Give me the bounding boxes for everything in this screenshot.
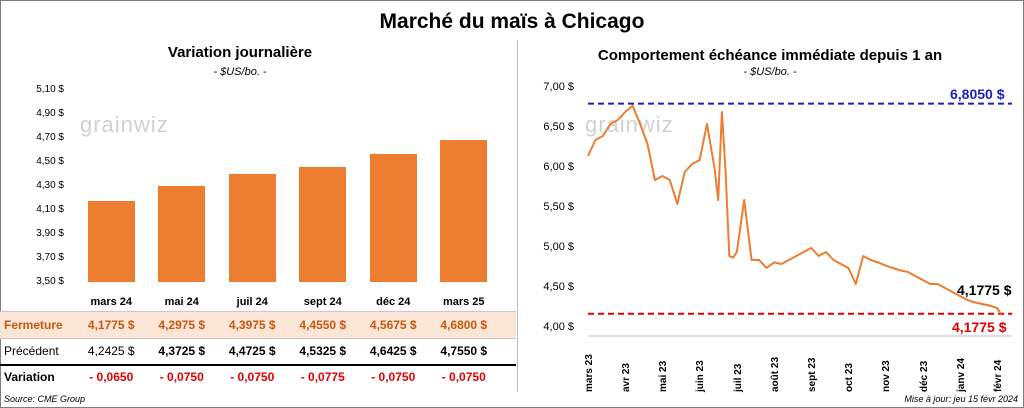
right-x-tick: nov 23 bbox=[881, 360, 893, 392]
variation-cell: - 0,0650 bbox=[89, 370, 134, 384]
right-y-tick: 6,00 $ bbox=[543, 161, 574, 173]
update-note: Mise à jour: jeu 15 févr 2024 bbox=[904, 394, 1018, 404]
precedent-label: Précédent bbox=[4, 344, 59, 358]
page-title: Marché du maïs à Chicago bbox=[379, 10, 645, 33]
left-y-tick: 4,50 $ bbox=[36, 156, 64, 167]
high-value-label: 6,8050 $ bbox=[950, 86, 1005, 102]
right-x-tick: avr 23 bbox=[621, 363, 633, 392]
table-row-fermeture: Fermeture 4,1775 $ 4,2975 $ 4,3975 $ 4,4550… bbox=[0, 311, 516, 339]
right-y-tick: 4,50 $ bbox=[543, 281, 574, 293]
right-chart-title: Comportement échéance immédiate depuis 1… bbox=[597, 47, 943, 64]
precedent-cell: 4,6425 $ bbox=[369, 344, 417, 358]
right-x-tick: juin 23 bbox=[695, 360, 707, 392]
left-y-tick: 4,90 $ bbox=[36, 108, 64, 119]
precedent-cell: 4,4725 $ bbox=[228, 344, 276, 358]
panel-divider bbox=[517, 40, 518, 392]
bar-5 bbox=[440, 140, 488, 282]
right-x-tick: déc 23 bbox=[918, 360, 930, 392]
variation-cell: - 0,0775 bbox=[300, 370, 345, 384]
right-x-tick: juil 23 bbox=[732, 363, 744, 392]
variation-cell: - 0,0750 bbox=[371, 370, 416, 384]
precedent-cell: 4,7550 $ bbox=[440, 344, 488, 358]
table-row-variation: Variation - 0,0650 - 0,0750 - 0,0750 - 0,07… bbox=[0, 364, 516, 390]
variation-label: Variation bbox=[4, 370, 55, 384]
fermeture-cell: 4,2975 $ bbox=[158, 318, 206, 332]
bar-category-label: mai 24 bbox=[164, 296, 199, 308]
right-x-tick: août 23 bbox=[769, 356, 781, 392]
low-value-label: 4,1775 $ bbox=[952, 319, 1007, 335]
bar-category-label: mars 25 bbox=[442, 296, 485, 308]
left-y-tick: 3,50 $ bbox=[36, 276, 64, 287]
right-x-tick: mai 23 bbox=[658, 360, 670, 392]
variation-cell: - 0,0750 bbox=[441, 370, 486, 384]
right-y-tick: 5,50 $ bbox=[543, 201, 574, 213]
bar-4 bbox=[369, 153, 417, 282]
right-y-tick: 4,00 $ bbox=[543, 321, 574, 333]
fermeture-label: Fermeture bbox=[4, 318, 63, 332]
right-x-tick: mars 23 bbox=[583, 354, 595, 392]
fermeture-cell: 4,6800 $ bbox=[440, 318, 488, 332]
left-y-tick: 3,90 $ bbox=[36, 228, 64, 239]
variation-cell: - 0,0750 bbox=[230, 370, 275, 384]
left-y-tick: 4,10 $ bbox=[36, 204, 64, 215]
precedent-cell: 4,3725 $ bbox=[158, 344, 206, 358]
precedent-cell: 4,2425 $ bbox=[87, 344, 135, 358]
bar-3 bbox=[299, 167, 347, 282]
watermark-left: grainwiz bbox=[80, 112, 169, 137]
fermeture-cell: 4,3975 $ bbox=[228, 318, 276, 332]
variation-cell: - 0,0750 bbox=[159, 370, 204, 384]
right-x-tick: févr 24 bbox=[992, 359, 1004, 392]
bar-category-label: déc 24 bbox=[376, 296, 411, 308]
right-y-tick: 6,50 $ bbox=[543, 121, 574, 133]
bar-category-label: mars 24 bbox=[90, 296, 133, 308]
source-note: Source: CME Group bbox=[4, 394, 86, 404]
bar-0 bbox=[87, 200, 135, 282]
right-x-tick: oct 23 bbox=[844, 363, 856, 392]
bar-1 bbox=[158, 186, 206, 282]
right-y-tick: 7,00 $ bbox=[543, 81, 574, 93]
table-row-precedent: Précédent 4,2425 $ 4,3725 $ 4,4725 $ 4,5325… bbox=[0, 338, 516, 366]
right-x-tick: janv 24 bbox=[955, 358, 967, 392]
right-x-tick: sept 23 bbox=[807, 357, 819, 392]
precedent-cell: 4,5325 $ bbox=[299, 344, 347, 358]
bar-category-label: juil 24 bbox=[236, 296, 268, 308]
left-y-tick: 3,70 $ bbox=[36, 252, 64, 263]
fermeture-cell: 4,1775 $ bbox=[87, 318, 135, 332]
last-value-label: 4,1775 $ bbox=[957, 282, 1012, 298]
left-y-tick: 4,70 $ bbox=[36, 132, 64, 143]
fermeture-cell: 4,5675 $ bbox=[369, 318, 417, 332]
right-chart-units: - $US/bo. - bbox=[743, 66, 797, 78]
watermark-right: grainwiz bbox=[585, 112, 674, 137]
bar-2 bbox=[228, 174, 276, 282]
left-y-tick: 4,30 $ bbox=[36, 180, 64, 191]
left-y-tick: 5,10 $ bbox=[36, 84, 64, 95]
left-chart-title: Variation journalière bbox=[167, 44, 313, 61]
right-y-tick: 5,00 $ bbox=[543, 241, 574, 253]
left-chart-units: - $US/bo. - bbox=[213, 66, 267, 78]
fermeture-cell: 4,4550 $ bbox=[299, 318, 347, 332]
bar-category-label: sept 24 bbox=[303, 296, 342, 308]
